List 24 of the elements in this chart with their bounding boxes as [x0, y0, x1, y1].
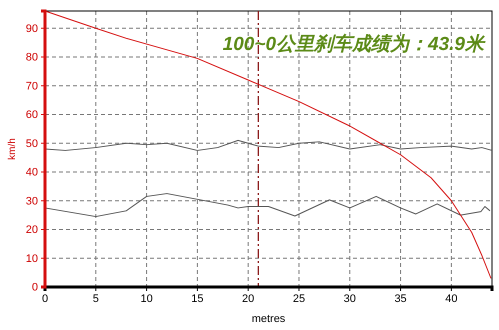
x-tick-label: 40 [445, 292, 458, 305]
x-tick-label: 10 [140, 292, 153, 305]
annotation: 100~0公里刹车成绩为：43.9米 [222, 33, 486, 55]
x-tick-label: 25 [292, 292, 306, 305]
line-series [44, 140, 492, 151]
x-tick-label: 35 [394, 292, 407, 305]
y-tick-label: 80 [26, 52, 38, 64]
x-axis-title: metres [252, 313, 286, 325]
y-tick-label: 10 [26, 252, 38, 265]
x-tick-label: 20 [242, 292, 254, 305]
x-tick-label: 15 [191, 292, 204, 305]
y-tick-label: 0 [32, 282, 38, 294]
y-tick-label: 60 [26, 109, 38, 122]
y-axis-title: km/h [7, 138, 18, 160]
y-tick-label: 90 [26, 22, 38, 35]
x-tick-label: 0 [42, 292, 48, 305]
x-tick-label: 5 [92, 292, 99, 305]
line-series [44, 193, 490, 218]
y-tick-label: 30 [26, 195, 38, 208]
x-tick-label: 30 [344, 292, 356, 305]
y-tick-label: 50 [26, 138, 38, 150]
y-tick-label: 70 [26, 80, 38, 92]
y-tick-label: 20 [26, 224, 38, 236]
y-tick-label: 40 [26, 166, 38, 179]
